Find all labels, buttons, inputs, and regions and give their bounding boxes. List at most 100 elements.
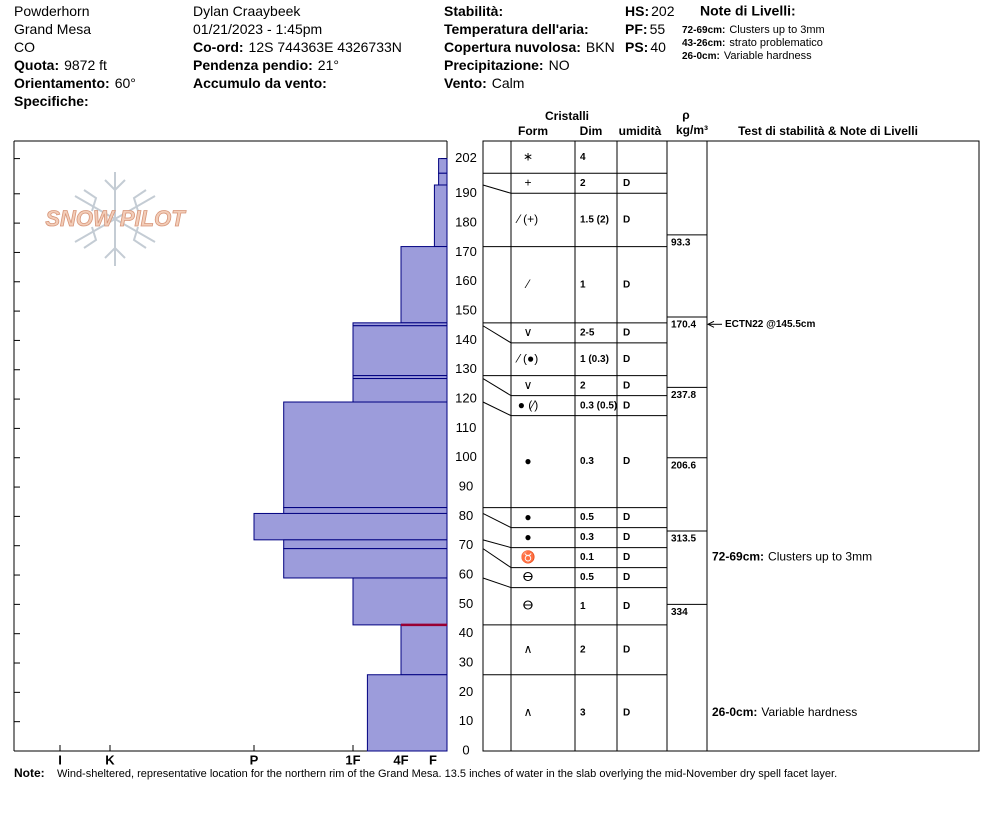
layer-connector <box>482 401 512 417</box>
header-field: Dylan Craaybeek <box>193 3 301 19</box>
hardness-bar <box>283 401 448 509</box>
col-density-symbol: ρ <box>682 108 689 122</box>
field-value: CO <box>14 39 35 55</box>
notes-title: Note di Livelli: <box>700 3 796 19</box>
crystal-size: 1 <box>580 601 586 612</box>
hardness-bar <box>433 184 448 248</box>
crystal-size: 1.5 (2) <box>580 215 609 226</box>
x-tick-label: I <box>58 752 62 767</box>
test-arrowhead <box>706 320 715 328</box>
crystal-form: ∨ <box>524 325 533 339</box>
layer-connector <box>482 513 512 529</box>
header-field: Co-ord: 12S 744363E 4326733N <box>193 39 402 55</box>
header-field: Orientamento: 60° <box>14 75 136 91</box>
header-note: 26-0cm: Variable hardness <box>682 50 812 62</box>
y-tick-label: 30 <box>459 654 473 669</box>
moisture: D <box>623 552 630 563</box>
y-tick-label: 20 <box>459 684 473 699</box>
crystal-size: 3 <box>580 708 586 719</box>
field-value: 21° <box>318 57 339 73</box>
crystal-size: 0.5 <box>580 572 594 583</box>
hardness-bar <box>366 674 448 752</box>
y-tick-label: 50 <box>459 596 473 611</box>
crystal-form: ∧ <box>524 705 533 719</box>
y-tick-label: 202 <box>455 150 477 165</box>
header-field: PS: 40 <box>625 39 666 55</box>
col-crystals: Cristalli <box>545 109 589 123</box>
density-value: 93.3 <box>671 237 691 248</box>
header-field: Pendenza pendio: 21° <box>193 57 339 73</box>
crystal-size: 4 <box>580 152 586 163</box>
layer-note-text: Variable hardness <box>761 705 857 719</box>
crystal-size: 1 (0.3) <box>580 354 609 365</box>
header-field: Vento: Calm <box>444 75 524 91</box>
logo-flake <box>74 172 156 266</box>
crystal-form: + <box>524 175 531 189</box>
y-tick-label: 190 <box>455 185 477 200</box>
field-value: 60° <box>115 75 136 91</box>
x-tick-label: 4F <box>393 752 408 767</box>
field-label: Accumulo da vento: <box>193 75 327 91</box>
crystal-form: ⁄ <box>524 277 531 291</box>
x-tick-label: F <box>429 752 437 767</box>
header-field: Temperatura dell'aria: <box>444 21 589 37</box>
crystal-size: 0.5 <box>580 512 594 523</box>
col-density-unit: kg/m³ <box>676 123 708 137</box>
field-label: HS: <box>625 3 649 19</box>
field-value: Calm <box>492 75 525 91</box>
y-tick-label: 90 <box>459 478 473 493</box>
hardness-bar <box>438 158 448 174</box>
hardness-bar <box>352 325 448 377</box>
crystal-form: ∧ <box>524 642 533 656</box>
header-field: HS: 202 <box>625 3 675 19</box>
logo-text: SNOW PILOT <box>45 206 186 231</box>
y-tick-label: 100 <box>455 449 477 464</box>
moisture: D <box>623 601 630 612</box>
layer-connector <box>482 577 512 589</box>
y-tick-label: 40 <box>459 625 473 640</box>
y-tick-label: 0 <box>462 742 469 757</box>
density-value: 170.4 <box>671 320 696 331</box>
crystal-size: 2 <box>580 644 586 655</box>
field-value: Dylan Craaybeek <box>193 3 301 19</box>
field-label: Quota: <box>14 57 59 73</box>
note-range: 43-26cm: <box>682 38 725 49</box>
crystal-form: ● <box>524 530 531 544</box>
crystal-form: ● (⁄) <box>518 398 539 412</box>
col-moisture: umidità <box>619 124 662 138</box>
layer-note-range: 72-69cm: <box>712 550 764 564</box>
crystal-form: ⴱ <box>523 598 534 612</box>
crystal-form: ∨ <box>524 378 533 392</box>
y-tick-label: 150 <box>455 303 477 318</box>
moisture: D <box>623 572 630 583</box>
y-tick-label: 110 <box>456 420 477 435</box>
crystal-size: 0.3 <box>580 456 594 467</box>
field-label: Copertura nuvolosa: <box>444 39 581 55</box>
crystal-size: 0.3 <box>580 532 594 543</box>
field-value: 202 <box>651 3 675 19</box>
crystal-form: ⁄ (●) <box>515 351 539 365</box>
header-field: Copertura nuvolosa: BKN <box>444 39 615 55</box>
hardness-bar <box>438 172 448 186</box>
hardness-bar <box>352 577 448 626</box>
field-value: 40 <box>650 39 666 55</box>
footer-text: Wind-sheltered, representative location … <box>57 768 837 780</box>
moisture: D <box>623 708 630 719</box>
crystal-form: ⁄ (+) <box>515 212 538 226</box>
field-label: Stabilità: <box>444 3 503 19</box>
density-value: 237.8 <box>671 390 696 401</box>
header-field: Stabilità: <box>444 3 503 19</box>
hardness-bar <box>283 507 448 514</box>
field-label: Pendenza pendio: <box>193 57 313 73</box>
density-value: 206.6 <box>671 460 696 471</box>
col-tests: Test di stabilità & Note di Livelli <box>738 124 918 138</box>
moisture: D <box>623 327 630 338</box>
field-label: Temperatura dell'aria: <box>444 21 589 37</box>
crystal-form: ⴱ <box>523 570 534 584</box>
footer-label: Note: <box>14 766 45 780</box>
crystal-size: 0.1 <box>580 552 594 563</box>
layer-connector <box>482 539 512 549</box>
moisture: D <box>623 512 630 523</box>
density-value: 334 <box>671 607 688 618</box>
density-value: 313.5 <box>671 534 696 545</box>
